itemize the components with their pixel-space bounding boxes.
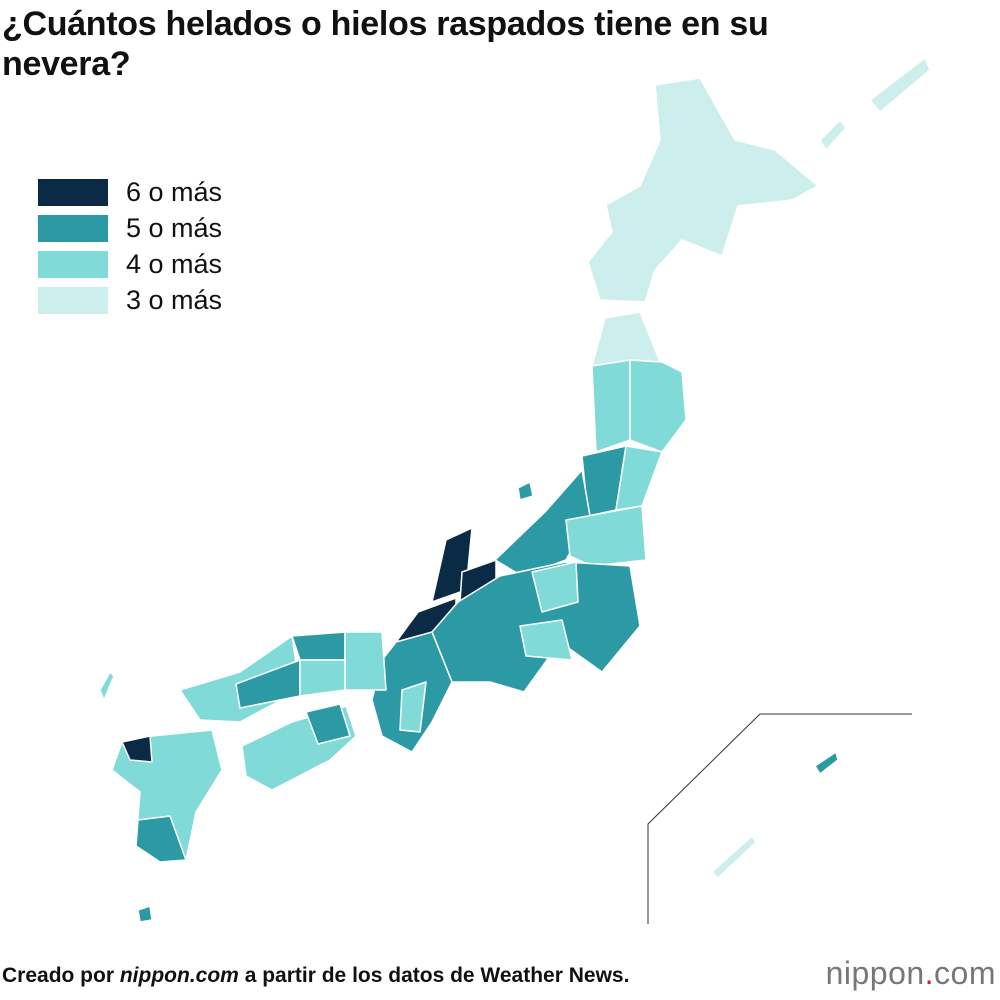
region <box>517 481 534 501</box>
region <box>121 735 153 763</box>
logo: nippon.com <box>826 955 996 992</box>
region <box>819 119 847 151</box>
region <box>591 311 661 367</box>
region <box>519 619 573 661</box>
region <box>399 681 427 733</box>
inset-frame <box>647 713 912 924</box>
logo-suffix: com <box>934 955 996 991</box>
footer-source: nippon.com <box>119 964 239 987</box>
legend-swatch <box>38 214 108 242</box>
region <box>814 751 839 775</box>
legend-label: 5 o más <box>126 212 223 243</box>
legend-item: 4 o más <box>38 246 222 282</box>
logo-dot: . <box>924 955 935 991</box>
legend-label: 6 o más <box>126 176 223 207</box>
region <box>629 359 687 453</box>
region <box>531 561 579 613</box>
legend-swatch <box>38 250 108 278</box>
legend-label: 4 o más <box>126 248 223 279</box>
legend-item: 3 o más <box>38 282 222 318</box>
legend-item: 5 o más <box>38 210 222 246</box>
legend-swatch <box>38 286 108 314</box>
region <box>591 359 631 453</box>
footer-text: Creado por <box>2 964 120 987</box>
region <box>565 505 647 567</box>
region <box>299 659 346 697</box>
region <box>305 703 351 745</box>
region <box>99 671 115 701</box>
region <box>344 631 387 691</box>
region <box>291 631 346 661</box>
legend-label: 3 o más <box>126 284 223 315</box>
region <box>869 57 931 113</box>
logo-name: nippon <box>825 955 925 991</box>
title: ¿Cuántos helados o hielos raspados tiene… <box>2 5 769 83</box>
footer: Creado por nippon.com a partir de los da… <box>2 964 629 988</box>
legend-item: 6 o más <box>38 174 222 210</box>
region <box>135 815 187 863</box>
region <box>587 77 819 303</box>
legend: 6 o más 5 o más 4 o más 3 o más <box>38 174 222 318</box>
region <box>137 905 153 923</box>
footer-text: a partir de los datos de Weather News. <box>238 964 630 987</box>
region <box>711 835 757 879</box>
legend-swatch <box>38 178 108 206</box>
